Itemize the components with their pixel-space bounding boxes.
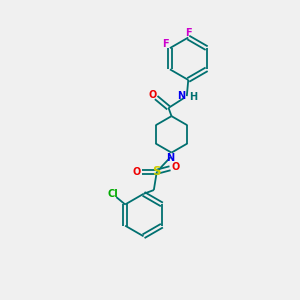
Text: N: N (177, 91, 186, 101)
Text: F: F (162, 39, 169, 49)
Text: O: O (132, 167, 140, 177)
Text: Cl: Cl (107, 189, 118, 199)
Text: S: S (152, 165, 161, 178)
Text: F: F (186, 28, 192, 38)
Text: O: O (171, 162, 179, 172)
Text: N: N (166, 153, 174, 163)
Text: O: O (148, 90, 157, 100)
Text: H: H (189, 92, 197, 102)
